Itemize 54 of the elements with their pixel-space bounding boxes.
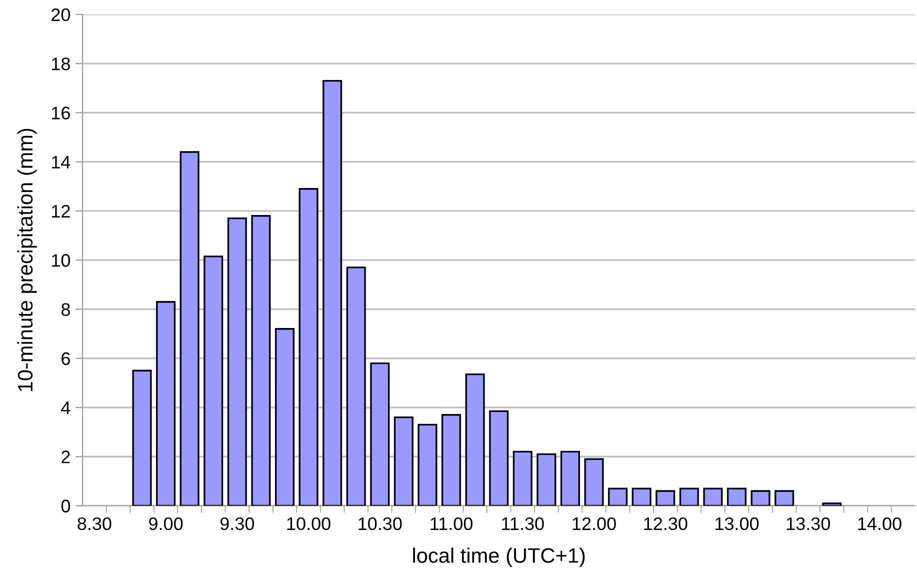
bar <box>726 488 746 506</box>
x-tick-label: 9.00 <box>149 517 183 530</box>
x-tick-label: 11.00 <box>430 517 472 530</box>
x-tick-label: 11.30 <box>502 517 544 530</box>
y-tick-label: 20 <box>52 8 70 22</box>
x-axis-title: local time (UTC+1) <box>413 548 585 567</box>
y-tick-label: 12 <box>52 204 70 218</box>
x-tick-label: 13.00 <box>716 517 759 530</box>
bar <box>632 488 652 506</box>
bar <box>608 488 628 506</box>
y-axis-title: 10-minute precipitation (mm) <box>17 128 37 392</box>
y-tick-label: 18 <box>52 58 70 70</box>
bar <box>536 453 556 506</box>
bar <box>274 328 294 506</box>
x-tick-label: 10.00 <box>287 517 330 530</box>
bar <box>251 215 271 506</box>
bar <box>394 416 414 506</box>
bar <box>418 424 438 506</box>
x-tick-label: 12.30 <box>644 517 688 530</box>
bar <box>227 218 247 506</box>
bar <box>822 502 842 506</box>
y-tick-label: 10 <box>52 254 70 267</box>
bar <box>584 458 604 506</box>
bar <box>156 301 176 506</box>
x-tick-label: 14.00 <box>858 517 902 530</box>
y-tick-label: 6 <box>62 352 70 366</box>
bar <box>465 373 485 506</box>
y-tick-label: 4 <box>61 402 70 414</box>
y-tick-label: 0 <box>61 500 70 512</box>
x-tick-label: 10.30 <box>358 517 402 530</box>
bar <box>132 370 152 506</box>
bar <box>370 362 390 506</box>
bar <box>322 80 342 506</box>
x-tick-label: 12.00 <box>572 517 616 530</box>
y-tick-label: 14 <box>52 156 70 168</box>
bar <box>180 151 200 506</box>
bar <box>204 256 224 506</box>
bar <box>750 490 770 506</box>
bar <box>774 490 794 506</box>
y-tick-label: 16 <box>52 106 70 120</box>
x-tick-label: 9.30 <box>220 517 254 530</box>
y-tick-label: 2 <box>62 450 70 464</box>
bar <box>512 450 532 506</box>
bar <box>560 450 580 506</box>
bar <box>703 488 723 506</box>
bar <box>346 266 366 506</box>
y-tick-label: 8 <box>61 303 70 316</box>
bar <box>442 414 462 506</box>
x-tick-label: 8.30 <box>78 517 112 530</box>
bar <box>656 490 676 506</box>
bar <box>679 488 699 506</box>
bar <box>489 410 509 506</box>
x-tick-label: 13.30 <box>786 517 830 530</box>
bar <box>298 188 318 506</box>
